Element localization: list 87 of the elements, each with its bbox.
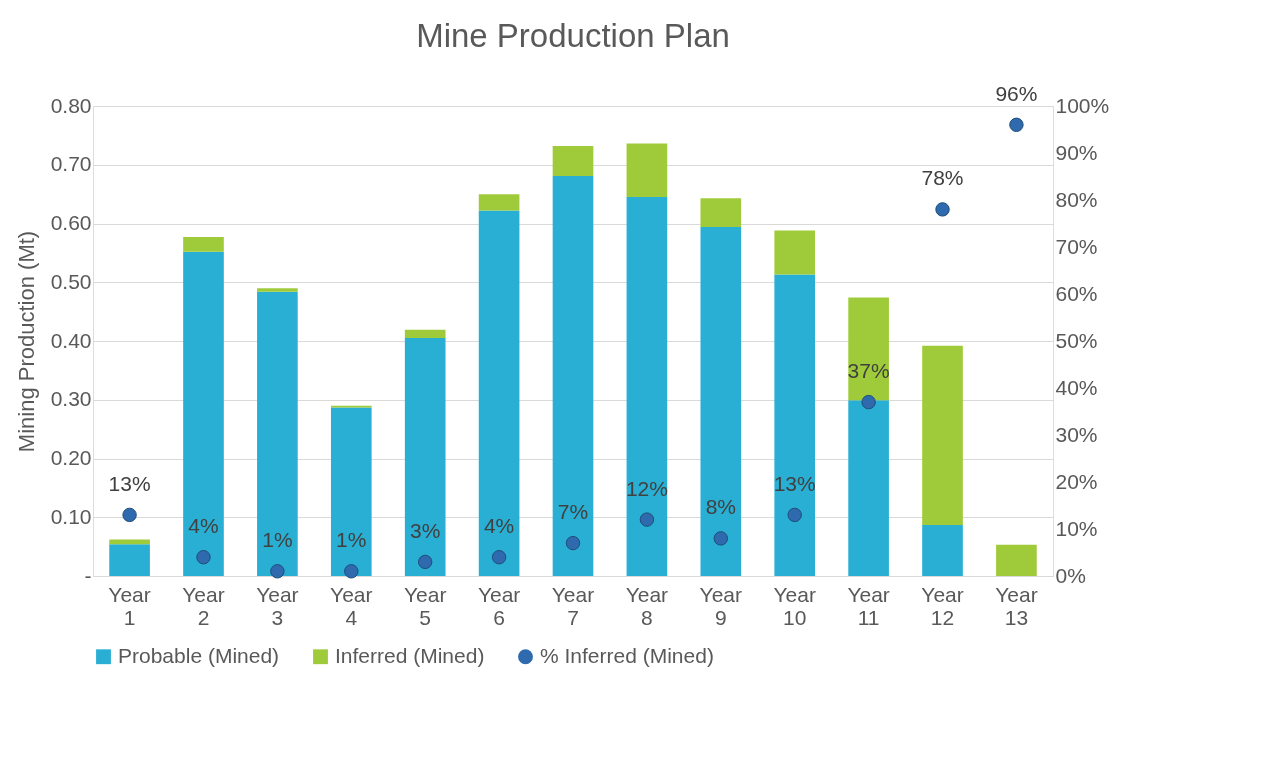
y2-tick-label: 20% (1055, 469, 1098, 493)
point (122, 507, 137, 523)
y2-tick-label: 100% (1055, 93, 1110, 117)
y-tick-label: 0.30 (50, 387, 92, 411)
y-tick-label: 0.80 (50, 93, 92, 117)
bar (922, 524, 963, 576)
y2-tick-label: 90% (1055, 140, 1098, 164)
x-tick-label: Year 8 (625, 582, 669, 629)
y2-tick-label: 60% (1055, 281, 1098, 305)
x-tick-label: Year 13 (995, 582, 1038, 629)
y-axis-title: Mining Production (Mt) (13, 230, 39, 453)
bar (552, 145, 594, 176)
point (713, 531, 729, 546)
y2-tick-label: 10% (1055, 516, 1098, 540)
x-tick-label: Year 11 (847, 582, 890, 629)
y-tick-label: - (84, 563, 92, 587)
bar (257, 291, 298, 576)
bar (109, 544, 150, 576)
y-tick-label: 0.50 (50, 269, 92, 293)
data-label: 13% (108, 471, 151, 495)
x-tick-label: Year 12 (921, 582, 964, 629)
bar (996, 544, 1037, 576)
y-tick-label: 0.20 (50, 446, 92, 469)
x-tick-label: Year 3 (256, 582, 299, 629)
point (270, 564, 285, 579)
bar (774, 230, 816, 275)
data-label: 1% (262, 528, 293, 552)
y2-tick-label: 0% (1055, 563, 1086, 587)
data-label: 7% (557, 500, 589, 524)
point (196, 550, 211, 565)
x-tick-label: Year 4 (330, 582, 373, 629)
y2-tick-label: 40% (1055, 375, 1098, 399)
legend-label: Probable (Mined) (118, 643, 280, 667)
point (344, 564, 359, 579)
y2-tick-label: 80% (1055, 187, 1098, 211)
bar (626, 197, 668, 576)
point (935, 202, 950, 217)
y-tick-label: 0.10 (50, 504, 92, 528)
data-label: 78% (921, 166, 964, 190)
point (639, 512, 655, 527)
bar (478, 194, 520, 211)
x-tick-label: Year 2 (182, 582, 225, 629)
data-label: 3% (410, 518, 441, 542)
point (417, 554, 433, 570)
bar (700, 227, 742, 576)
bar (404, 338, 446, 576)
x-tick-label: Year 1 (108, 582, 151, 629)
bar (552, 175, 594, 576)
x-tick-label: Year 5 (403, 582, 447, 629)
y2-tick-label: 50% (1055, 328, 1098, 352)
bar (626, 143, 668, 198)
data-label: 37% (847, 359, 890, 383)
bar (774, 274, 816, 576)
data-label: 13% (773, 471, 816, 495)
x-tick-label: Year 6 (477, 582, 521, 629)
x-tick-label: Year 9 (699, 582, 743, 629)
point (861, 394, 876, 410)
chart-title: Mine Production Plan (416, 16, 730, 54)
data-label: 96% (995, 81, 1038, 105)
y-tick-label: 0.40 (50, 328, 92, 352)
bar (848, 297, 889, 401)
point (491, 550, 507, 565)
y-tick-label: 0.70 (50, 152, 92, 176)
legend-label: % Inferred (Mined) (540, 643, 714, 667)
data-label: 8% (705, 495, 736, 519)
data-label: 1% (336, 528, 367, 552)
x-tick-label: Year 7 (551, 582, 595, 629)
data-label: 4% (188, 514, 219, 538)
point (1009, 117, 1024, 132)
y2-tick-label: 70% (1055, 234, 1098, 258)
legend-label: Inferred (Mined) (335, 643, 485, 667)
x-tick-label: Year 10 (773, 582, 816, 629)
bar (183, 251, 224, 576)
y2-tick-label: 30% (1055, 422, 1098, 446)
bar (183, 237, 224, 252)
bar (848, 400, 889, 576)
data-label: 4% (483, 514, 515, 538)
point (787, 507, 802, 523)
bar (404, 329, 446, 339)
point (565, 535, 581, 551)
bar (330, 407, 372, 576)
bar (257, 288, 298, 292)
y-tick-label: 0.60 (50, 211, 92, 234)
bar (700, 198, 742, 228)
bar (478, 210, 520, 576)
data-label: 12% (625, 476, 668, 500)
bar (922, 345, 963, 525)
